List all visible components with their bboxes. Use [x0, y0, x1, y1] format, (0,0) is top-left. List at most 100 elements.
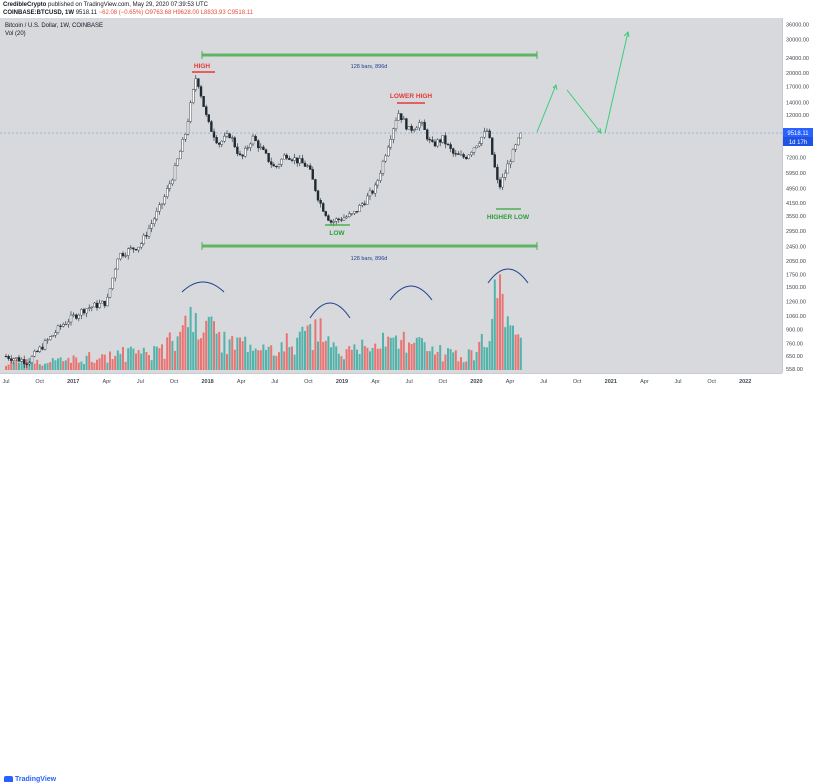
candle-body [519, 132, 522, 139]
chart-panel[interactable] [0, 18, 782, 373]
candle-body [420, 122, 424, 124]
volume-bar [444, 354, 447, 370]
candle-body [46, 339, 49, 341]
symbol-line: COINBASE:BTCUSD, 1W 9518.11 −62.08 (−0.6… [3, 9, 253, 17]
candle-body [441, 135, 444, 143]
volume-bar [57, 358, 59, 370]
x-tick-label: Oct [573, 379, 582, 385]
volume-bar [145, 352, 148, 370]
volume-bar [441, 361, 444, 370]
volume-bar [244, 336, 247, 370]
volume-bar [85, 355, 88, 370]
candle-body [462, 154, 465, 158]
volume-bar [392, 337, 395, 370]
candle-body [384, 155, 387, 162]
candle-body [163, 196, 166, 205]
volume-bar [168, 332, 171, 370]
candle-body [103, 300, 107, 307]
y-tick-label: 2450.00 [786, 244, 806, 250]
volume-bar [257, 350, 260, 370]
author-name[interactable]: CredibleCrypto [3, 2, 47, 8]
candle-body [178, 150, 182, 160]
candle-body [85, 308, 88, 314]
candle-body [504, 172, 507, 178]
tradingview-logo[interactable]: TradingView [4, 776, 56, 783]
volume-bar [254, 348, 257, 370]
candle-body [67, 321, 70, 325]
volume-bar [431, 346, 434, 370]
x-tick-label: Jul [2, 379, 9, 385]
volume-bar [184, 315, 187, 370]
volume-bar [187, 327, 189, 370]
candle-body [199, 86, 203, 97]
volume-bar [330, 347, 332, 370]
volume-bar [384, 346, 387, 370]
candle-body [517, 137, 520, 146]
candle-body [428, 139, 431, 141]
candle-body [413, 129, 416, 131]
candle-body [168, 183, 172, 189]
x-tick-label: Jul [674, 379, 681, 385]
volume-bar [418, 337, 421, 370]
x-tick-label: Oct [170, 379, 179, 385]
volume-bar [166, 337, 169, 370]
volume-bar [15, 359, 18, 370]
candle-body [309, 165, 312, 170]
volume-bar [51, 358, 54, 370]
candle-body [38, 346, 41, 352]
volume-bar [202, 332, 205, 370]
volume-bar [246, 352, 249, 370]
volume-bar [70, 362, 72, 370]
volume-bar [132, 348, 135, 370]
volume-bar [96, 359, 98, 370]
volume-bar [67, 357, 70, 370]
volume-bar [421, 338, 423, 370]
y-tick-label: 3550.00 [786, 214, 806, 220]
volume-bar [114, 355, 117, 370]
volume-bar [252, 350, 254, 370]
volume-bar [33, 363, 36, 370]
candle-body [322, 203, 325, 212]
volume-bar [137, 350, 140, 370]
volume-bar [337, 353, 340, 370]
candle-body [511, 149, 515, 163]
volume-bar [470, 350, 473, 370]
candle-body [301, 158, 304, 164]
candle-body [134, 248, 138, 251]
volume-bar [155, 346, 158, 370]
volume-bar [226, 354, 228, 370]
volume-bar [135, 353, 137, 370]
x-tick-label: Jul [137, 379, 144, 385]
candle-body [173, 165, 177, 181]
candle-body [43, 340, 47, 350]
volume-bar [371, 348, 374, 370]
candle-body [220, 141, 224, 145]
volume-bar [205, 320, 208, 370]
candle-body [132, 247, 135, 250]
volume-bar [415, 337, 418, 370]
volume-bar [509, 325, 512, 370]
candle-body [436, 139, 439, 147]
time-axis[interactable] [0, 373, 782, 388]
x-tick-label: 2018 [201, 379, 213, 385]
volume-bar [241, 341, 244, 370]
volume-bar [101, 354, 104, 370]
candle-body [116, 258, 120, 270]
candle-body [36, 350, 39, 353]
candle-body [160, 203, 164, 206]
price-change: −62.08 (−0.65%) [98, 10, 144, 16]
price-axis[interactable] [782, 18, 820, 373]
publish-line: CredibleCrypto published on TradingView.… [3, 1, 208, 9]
volume-bar [171, 340, 174, 370]
range-top [201, 51, 538, 59]
volume-bar [262, 344, 265, 370]
volume-bar [491, 318, 494, 370]
volume-bar [288, 347, 291, 370]
volume-bar [475, 351, 478, 370]
candle-body [475, 145, 478, 149]
volume-bar [140, 353, 143, 370]
candle-body [176, 158, 179, 166]
volume-bar [109, 351, 111, 370]
volume-bar [397, 348, 400, 370]
candle-body [483, 131, 486, 138]
